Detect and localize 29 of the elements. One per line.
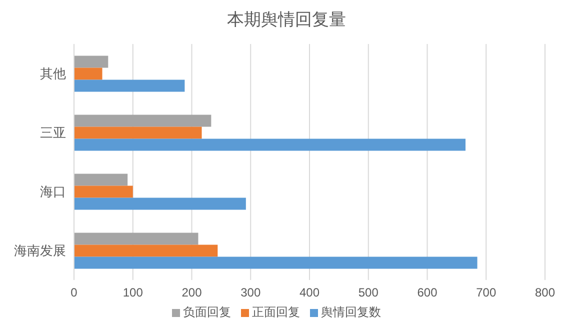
bar [74,256,478,269]
x-tick-label: 300 [240,286,261,300]
bar [74,126,202,139]
legend-label: 舆情回复数 [321,304,381,321]
bar [74,138,466,151]
bar [74,56,108,68]
legend-label: 正面回复 [252,304,300,321]
bar [74,80,185,92]
bar [74,114,212,127]
x-tick-label: 0 [70,286,78,300]
x-tick-label: 100 [122,286,144,300]
x-tick-label: 800 [534,286,556,300]
bar [74,244,218,257]
x-tick-label: 600 [417,286,438,300]
x-tick-label: 700 [476,286,496,300]
x-tick-label: 400 [299,286,320,300]
y-tick-label: 三亚 [40,125,66,140]
bar [74,186,133,198]
y-tick-label: 其他 [40,66,66,82]
x-tick-label: 200 [182,286,202,300]
chart-title: 本期舆情回复量 [226,9,347,31]
bar [74,232,198,245]
y-tick-label: 海南发展 [14,243,66,258]
legend-label: 负面回复 [183,304,231,321]
x-tick-label: 500 [358,286,379,300]
bar [74,174,128,186]
y-tick-label: 海口 [40,184,66,200]
bar [74,68,102,80]
bar [74,198,246,210]
